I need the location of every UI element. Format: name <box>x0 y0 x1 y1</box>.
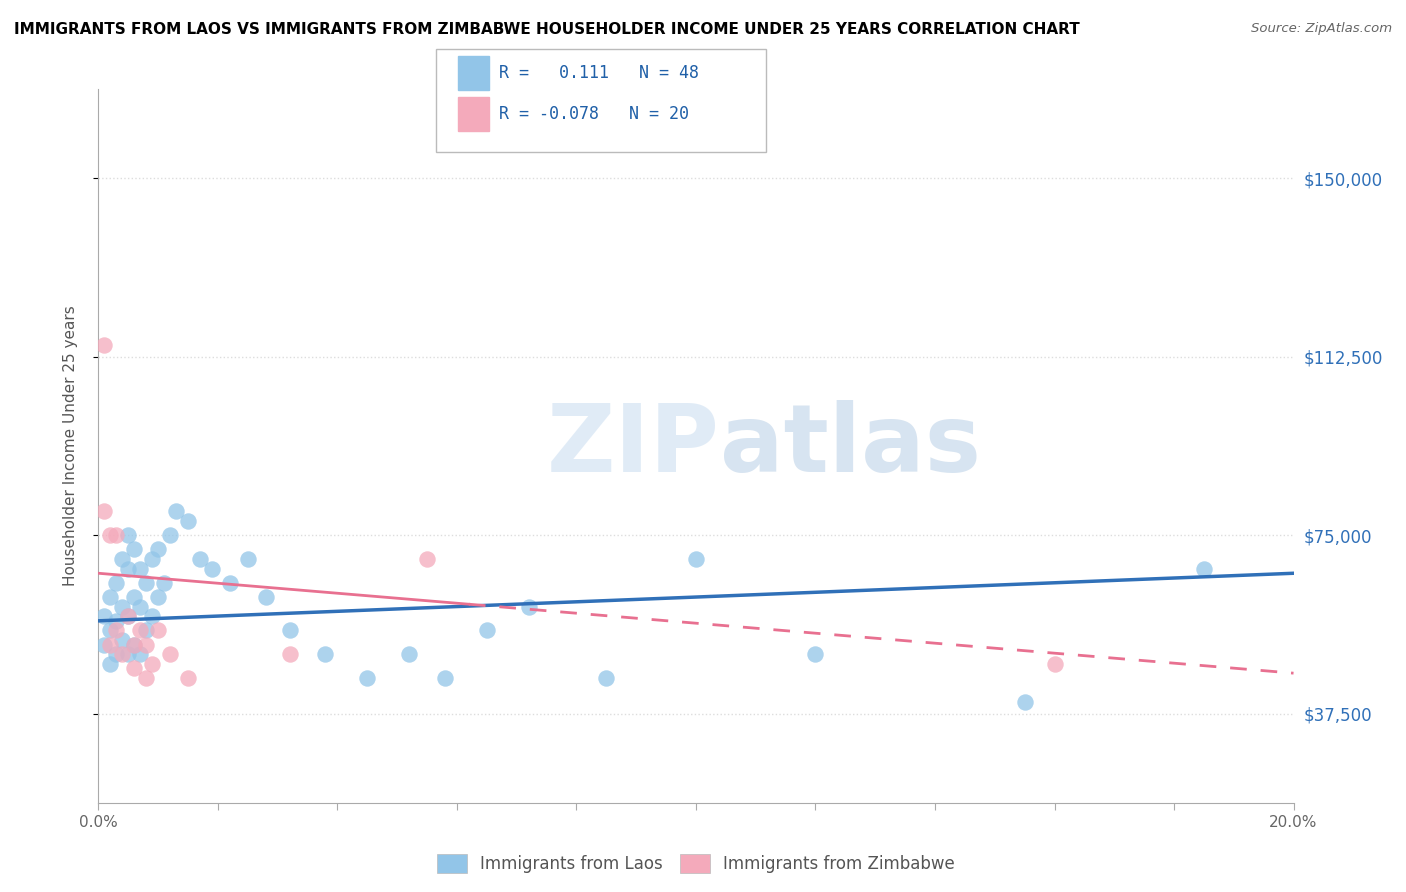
Point <box>129 647 152 661</box>
Point <box>148 542 170 557</box>
Point <box>117 609 139 624</box>
Point <box>219 575 242 590</box>
Point <box>141 552 163 566</box>
Point <box>141 657 163 671</box>
Text: IMMIGRANTS FROM LAOS VS IMMIGRANTS FROM ZIMBABWE HOUSEHOLDER INCOME UNDER 25 YEA: IMMIGRANTS FROM LAOS VS IMMIGRANTS FROM … <box>14 22 1080 37</box>
Point <box>141 609 163 624</box>
Point <box>188 552 211 566</box>
Point <box>111 599 134 614</box>
Point <box>434 671 457 685</box>
Point <box>278 624 301 638</box>
Point <box>98 638 122 652</box>
Point <box>517 599 540 614</box>
Y-axis label: Householder Income Under 25 years: Householder Income Under 25 years <box>63 306 77 586</box>
Point <box>98 657 122 671</box>
Point <box>98 624 122 638</box>
Point <box>153 575 176 590</box>
Point <box>93 504 115 518</box>
Point <box>111 632 134 647</box>
Point <box>98 590 122 604</box>
Point <box>105 647 128 661</box>
Point <box>129 599 152 614</box>
Point <box>356 671 378 685</box>
Point <box>135 575 157 590</box>
Point <box>117 528 139 542</box>
Point <box>685 552 707 566</box>
Point <box>135 671 157 685</box>
Point <box>135 638 157 652</box>
Point <box>1014 695 1036 709</box>
Point <box>93 609 115 624</box>
Point <box>105 575 128 590</box>
Point <box>159 528 181 542</box>
Point <box>315 647 337 661</box>
Point <box>105 614 128 628</box>
Point <box>135 624 157 638</box>
Point <box>148 590 170 604</box>
Point <box>398 647 420 661</box>
Point <box>201 561 224 575</box>
Point <box>148 624 170 638</box>
Point <box>416 552 439 566</box>
Point <box>129 624 152 638</box>
Point <box>1192 561 1215 575</box>
Point <box>105 528 128 542</box>
Text: Source: ZipAtlas.com: Source: ZipAtlas.com <box>1251 22 1392 36</box>
Point <box>124 661 146 675</box>
Point <box>278 647 301 661</box>
Point <box>124 638 146 652</box>
Point <box>98 528 122 542</box>
Text: R = -0.078   N = 20: R = -0.078 N = 20 <box>499 105 689 123</box>
Point <box>124 638 146 652</box>
Point <box>111 552 134 566</box>
Text: ZIP: ZIP <box>547 400 720 492</box>
Point <box>117 561 139 575</box>
Point <box>124 542 146 557</box>
Point <box>105 624 128 638</box>
Point <box>595 671 617 685</box>
Point <box>93 638 115 652</box>
Point <box>159 647 181 661</box>
Point <box>165 504 187 518</box>
Legend: Immigrants from Laos, Immigrants from Zimbabwe: Immigrants from Laos, Immigrants from Zi… <box>430 847 962 880</box>
Point <box>117 609 139 624</box>
Point <box>804 647 827 661</box>
Point <box>1043 657 1066 671</box>
Point <box>117 647 139 661</box>
Point <box>111 647 134 661</box>
Point <box>124 590 146 604</box>
Text: atlas: atlas <box>720 400 981 492</box>
Point <box>177 514 200 528</box>
Point <box>177 671 200 685</box>
Text: R =   0.111   N = 48: R = 0.111 N = 48 <box>499 64 699 82</box>
Point <box>129 561 152 575</box>
Point <box>236 552 259 566</box>
Point <box>93 338 115 352</box>
Point <box>475 624 498 638</box>
Point <box>254 590 277 604</box>
